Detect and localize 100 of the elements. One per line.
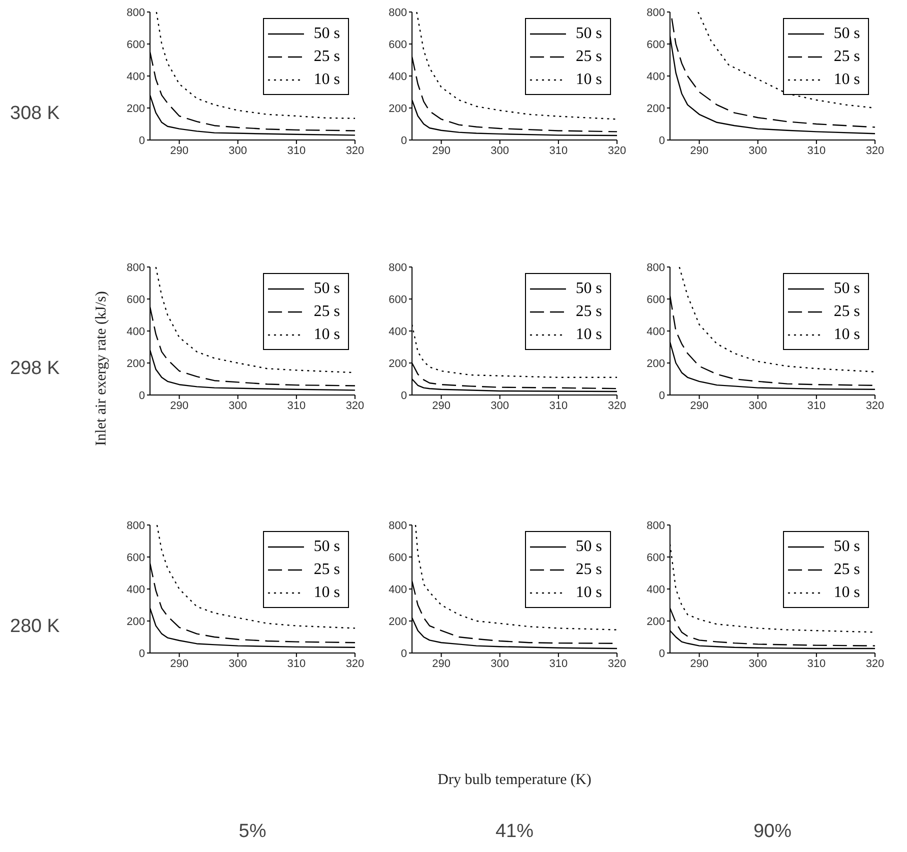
y-tick-label: 0 <box>658 134 665 147</box>
x-tick-label: 310 <box>287 144 306 157</box>
text: 90% <box>752 821 793 843</box>
y-axis-title: Inlet air exergy rate (kJ/s) <box>94 290 110 448</box>
y-tick-label: 600 <box>388 38 407 51</box>
x-tick-label: 300 <box>748 144 768 157</box>
y-tick-label: 400 <box>126 70 145 83</box>
x-tick-label: 320 <box>608 658 626 670</box>
y-tick-label: 600 <box>388 294 407 306</box>
y-tick-label: 600 <box>646 38 665 51</box>
legend-label: 10 s <box>314 326 340 344</box>
y-tick-label: 0 <box>400 134 407 147</box>
line-series <box>416 12 617 120</box>
text: 5% <box>238 821 268 843</box>
y-tick-label: 0 <box>138 648 145 660</box>
x-tick-label: 310 <box>549 658 568 670</box>
x-tick-label: 300 <box>748 658 768 670</box>
legend-label: 25 s <box>834 560 860 578</box>
y-tick-label: 800 <box>126 262 145 274</box>
y-tick-label: 400 <box>646 326 665 338</box>
legend-label: 50 s <box>314 24 340 42</box>
text: 298 K <box>10 358 60 380</box>
x-tick-label: 300 <box>228 144 248 157</box>
line-series <box>414 525 617 630</box>
x-tick-label: 290 <box>690 144 708 157</box>
x-tick-label: 310 <box>807 144 826 157</box>
y-tick-label: 0 <box>658 390 665 402</box>
x-tick-label: 320 <box>866 658 884 670</box>
line-series <box>678 267 875 372</box>
x-tick-label: 310 <box>287 400 306 412</box>
y-tick-label: 400 <box>388 70 407 83</box>
x-tick-label: 310 <box>287 658 306 670</box>
y-tick-label: 200 <box>646 616 665 628</box>
x-tick-label: 320 <box>346 658 364 670</box>
y-tick-label: 400 <box>388 584 407 596</box>
legend-label: 10 s <box>834 70 860 88</box>
x-tick-label: 320 <box>866 144 884 157</box>
y-tick-label: 400 <box>646 70 665 83</box>
y-tick-label: 0 <box>400 648 407 660</box>
legend-label: 25 s <box>314 302 340 320</box>
legend-label: 50 s <box>314 538 340 556</box>
legend-label: 50 s <box>576 24 602 42</box>
y-tick-label: 800 <box>126 520 145 532</box>
legend-label: 10 s <box>576 326 602 344</box>
y-tick-label: 0 <box>658 648 665 660</box>
legend-label: 25 s <box>834 48 860 66</box>
text: 280 K <box>10 616 60 638</box>
legend-label: 25 s <box>314 48 340 66</box>
x-tick-label: 290 <box>690 400 708 412</box>
y-tick-label: 800 <box>388 6 407 19</box>
x-axis-title: Dry bulb temperature (K) <box>436 772 592 789</box>
y-tick-label: 800 <box>646 262 665 274</box>
y-tick-label: 200 <box>126 358 145 370</box>
y-tick-label: 200 <box>126 102 145 115</box>
legend-label: 50 s <box>576 538 602 556</box>
x-tick-label: 290 <box>690 658 708 670</box>
text: 308 K <box>10 102 60 124</box>
y-tick-label: 0 <box>138 134 145 147</box>
legend-label: 25 s <box>314 560 340 578</box>
line-series <box>156 12 355 119</box>
x-tick-label: 300 <box>748 400 768 412</box>
legend-label: 10 s <box>314 70 340 88</box>
y-tick-label: 0 <box>138 390 145 402</box>
x-tick-label: 310 <box>549 400 568 412</box>
legend-label: 10 s <box>314 584 340 602</box>
y-tick-label: 200 <box>646 102 665 115</box>
x-tick-label: 290 <box>170 144 188 157</box>
x-tick-label: 300 <box>228 658 248 670</box>
legend-label: 25 s <box>576 302 602 320</box>
x-tick-label: 300 <box>490 144 510 157</box>
x-tick-label: 300 <box>490 658 510 670</box>
y-tick-label: 200 <box>388 102 407 115</box>
x-tick-label: 310 <box>549 144 568 157</box>
y-tick-label: 200 <box>388 616 407 628</box>
y-tick-label: 0 <box>400 390 407 402</box>
x-tick-label: 300 <box>228 400 248 412</box>
y-tick-label: 600 <box>126 294 145 306</box>
y-tick-label: 800 <box>388 520 407 532</box>
y-tick-label: 400 <box>126 584 145 596</box>
y-tick-label: 200 <box>646 358 665 370</box>
y-tick-label: 400 <box>646 584 665 596</box>
y-tick-label: 800 <box>388 262 407 274</box>
y-tick-label: 600 <box>646 552 665 564</box>
legend-label: 10 s <box>576 584 602 602</box>
legend-label: 50 s <box>834 280 860 298</box>
y-tick-label: 200 <box>388 358 407 370</box>
x-tick-label: 310 <box>807 658 826 670</box>
x-tick-label: 320 <box>866 400 884 412</box>
x-tick-label: 290 <box>170 400 188 412</box>
legend-label: 50 s <box>576 280 602 298</box>
legend-label: 25 s <box>576 48 602 66</box>
legend-label: 50 s <box>834 538 860 556</box>
y-tick-label: 400 <box>126 326 145 338</box>
y-tick-label: 600 <box>388 552 407 564</box>
legend-label: 10 s <box>576 70 602 88</box>
y-tick-label: 800 <box>126 6 145 19</box>
x-tick-label: 320 <box>346 144 364 157</box>
x-tick-label: 290 <box>432 144 450 157</box>
y-tick-label: 800 <box>646 6 665 19</box>
x-tick-label: 290 <box>432 658 450 670</box>
